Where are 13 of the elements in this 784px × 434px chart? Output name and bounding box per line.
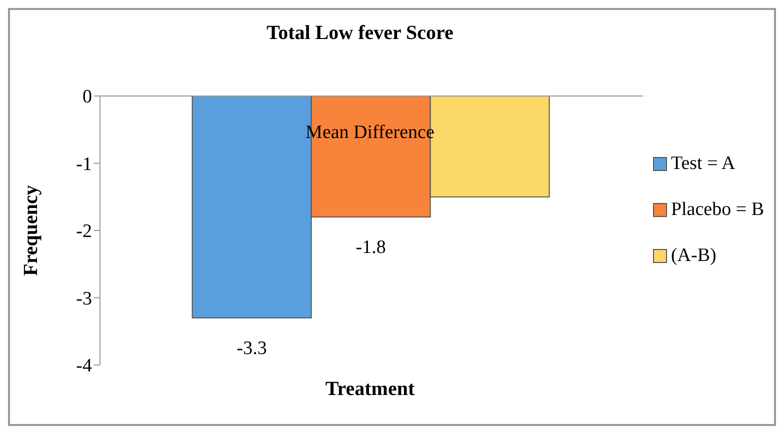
y-tick-label: -3 bbox=[76, 288, 92, 310]
y-tick-label: -4 bbox=[76, 356, 92, 377]
x-axis-title: Treatment bbox=[324, 378, 416, 401]
legend-label: Test = A bbox=[670, 153, 736, 175]
data-label: -1.8 bbox=[356, 237, 386, 258]
y-axis-title: Frequency bbox=[20, 185, 42, 276]
legend-label: (A-B) bbox=[670, 245, 716, 267]
legend-label: Placebo = B bbox=[670, 199, 764, 221]
y-tick-label: -1 bbox=[76, 154, 92, 175]
chart-title: Total Low fever Score bbox=[266, 22, 454, 45]
data-label: -3.3 bbox=[236, 338, 267, 359]
y-tick-label: -2 bbox=[76, 221, 92, 242]
y-tick-label: 0 bbox=[82, 86, 92, 108]
